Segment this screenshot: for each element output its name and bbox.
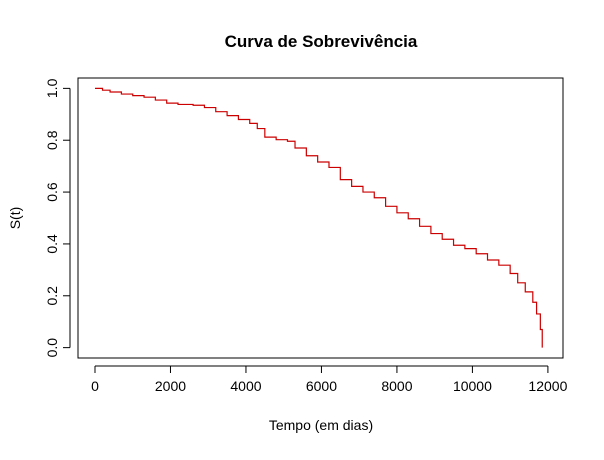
y-tick-label: 0.2 <box>44 286 60 306</box>
y-tick-label: 0.0 <box>44 338 60 358</box>
x-tick-label: 8000 <box>381 378 412 394</box>
survival-curve <box>94 87 543 348</box>
x-tick-label: 10000 <box>453 378 492 394</box>
x-axis-label: Tempo (em dias) <box>269 417 373 433</box>
x-tick-label: 12000 <box>528 378 567 394</box>
y-axis: 0.0 0.2 0.4 0.6 0.8 1.0 <box>44 78 71 358</box>
x-tick-label: 6000 <box>306 378 337 394</box>
y-tick-label: 0.6 <box>44 182 60 202</box>
y-tick-label: 0.8 <box>44 130 60 150</box>
plot-frame <box>77 77 564 359</box>
x-tick-label: 0 <box>91 378 99 394</box>
y-tick-label: 0.4 <box>44 234 60 254</box>
x-tick-label: 4000 <box>230 378 261 394</box>
x-axis: 0 2000 4000 6000 8000 10000 12000 <box>91 365 568 394</box>
y-tick-label: 1.0 <box>44 78 60 98</box>
series-layer <box>94 87 543 348</box>
x-tick-label: 2000 <box>155 378 186 394</box>
y-axis-label: S(t) <box>7 207 23 230</box>
chart-title: Curva de Sobrevivência <box>225 32 418 51</box>
